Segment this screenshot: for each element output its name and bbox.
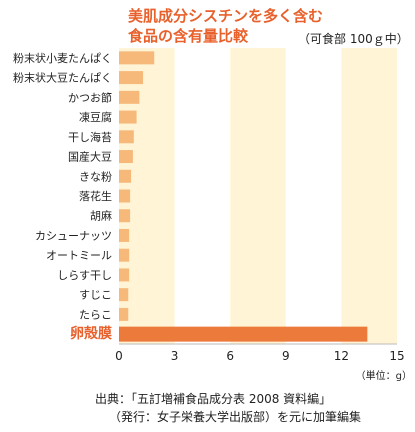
bar (119, 110, 137, 124)
category-label: 凍豆腐 (79, 110, 112, 124)
x-tick-label: 3 (171, 349, 179, 363)
x-tick-label: 15 (389, 349, 404, 363)
chart-title: 美肌成分シスチンを多く含む 食品の含有量比較 (128, 6, 323, 46)
title-line-1: 美肌成分シスチンを多く含む (128, 7, 324, 25)
x-tick-label: 6 (226, 349, 234, 363)
grid-band (230, 48, 286, 344)
bar (119, 326, 368, 342)
source-line-2: （発行：女子栄養大学出版部）を元に加筆編集 (109, 410, 362, 424)
bar (119, 248, 130, 262)
bar (119, 150, 133, 164)
category-label: 国産大豆 (68, 150, 112, 164)
bar (119, 169, 132, 183)
category-label: かつお節 (68, 90, 112, 104)
bar (119, 90, 140, 104)
category-label: カシューナッツ (35, 229, 112, 242)
category-label: 粉末状大豆たんぱく (13, 71, 112, 85)
category-label: 落花生 (79, 189, 112, 203)
x-tick-label: 12 (334, 349, 349, 363)
category-label: しらす干し (57, 269, 112, 282)
bar (119, 51, 155, 65)
x-tick-label: 9 (282, 349, 290, 363)
category-label: すじこ (79, 289, 112, 302)
bar (119, 228, 130, 242)
source-note: 出典：「五訂増補食品成分表 2008 資料編」 （発行：女子栄養大学出版部）を元… (95, 390, 361, 426)
bar (119, 209, 131, 223)
unit-label: （単位：g） (356, 369, 412, 382)
category-label: 胡麻 (90, 209, 112, 223)
category-label: きな粉 (79, 170, 112, 183)
bar (119, 130, 134, 144)
bar (119, 71, 144, 85)
x-tick-label: 0 (115, 349, 123, 363)
chart-subtitle: （可食部 100ｇ中） (298, 32, 409, 46)
category-label: オートミール (46, 249, 112, 262)
category-label: 干し海苔 (68, 130, 112, 144)
category-label: 卵殻膜 (70, 325, 112, 342)
bar (119, 307, 129, 321)
category-label: たらこ (79, 308, 112, 321)
grid-band (341, 48, 397, 344)
bar (119, 268, 130, 282)
bar (119, 288, 129, 302)
bar (119, 189, 131, 203)
title-line-2: 食品の含有量比較 (128, 27, 249, 45)
category-label: 粉末状小麦たんぱく (13, 51, 112, 65)
source-line-1: 出典：「五訂増補食品成分表 2008 資料編」 (95, 392, 332, 406)
